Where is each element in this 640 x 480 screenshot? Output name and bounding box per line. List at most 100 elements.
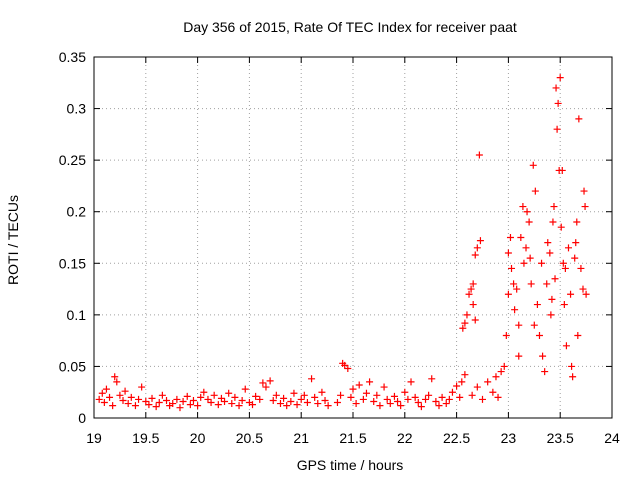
data-point bbox=[539, 352, 547, 360]
data-point bbox=[567, 290, 575, 298]
data-point bbox=[559, 259, 567, 267]
data-point bbox=[467, 285, 475, 293]
data-point bbox=[417, 403, 425, 411]
data-point bbox=[272, 391, 280, 399]
x-tick-label: 20 bbox=[190, 430, 206, 446]
data-point bbox=[113, 378, 121, 386]
data-point bbox=[131, 402, 139, 410]
x-tick-label: 22 bbox=[397, 430, 413, 446]
data-point bbox=[155, 399, 163, 407]
data-point bbox=[550, 203, 558, 211]
y-tick-label: 0.05 bbox=[59, 358, 86, 374]
data-point bbox=[422, 395, 430, 403]
data-point bbox=[189, 396, 197, 404]
data-point bbox=[473, 244, 481, 252]
data-point bbox=[376, 402, 384, 410]
data-point bbox=[179, 397, 187, 405]
y-axis-label: ROTI / TECUs bbox=[5, 195, 21, 285]
data-point bbox=[362, 389, 370, 397]
data-point bbox=[515, 321, 523, 329]
x-tick-label: 23.5 bbox=[547, 430, 574, 446]
data-point bbox=[401, 388, 409, 396]
data-point bbox=[259, 379, 267, 387]
data-point bbox=[217, 394, 225, 402]
data-point bbox=[579, 285, 587, 293]
data-point bbox=[535, 331, 543, 339]
data-point bbox=[519, 203, 527, 211]
data-point bbox=[533, 301, 541, 309]
data-point bbox=[461, 371, 469, 379]
y-tick-label: 0.15 bbox=[59, 255, 86, 271]
data-point bbox=[508, 264, 516, 272]
grid-lines bbox=[94, 57, 612, 418]
data-point bbox=[142, 397, 150, 405]
data-point bbox=[531, 187, 539, 195]
data-point bbox=[238, 396, 246, 404]
data-point bbox=[571, 254, 579, 262]
data-point bbox=[461, 319, 469, 327]
data-point bbox=[148, 394, 156, 402]
data-point bbox=[574, 331, 582, 339]
data-point bbox=[479, 395, 486, 403]
x-tick-label: 20.5 bbox=[236, 430, 263, 446]
chart-title: Day 356 of 2015, Rate Of TEC Index for r… bbox=[183, 19, 517, 35]
data-point bbox=[549, 218, 557, 226]
data-point bbox=[544, 239, 552, 247]
data-point bbox=[554, 99, 562, 107]
data-point bbox=[124, 400, 132, 408]
data-point bbox=[492, 373, 500, 381]
data-point bbox=[121, 387, 129, 395]
data-point bbox=[506, 234, 514, 241]
data-point bbox=[497, 368, 505, 376]
data-point bbox=[551, 275, 559, 283]
data-point bbox=[145, 401, 153, 409]
data-point bbox=[526, 254, 534, 262]
data-point bbox=[341, 361, 349, 369]
data-point bbox=[138, 383, 146, 391]
data-point bbox=[577, 264, 585, 272]
data-point bbox=[581, 203, 589, 211]
data-point bbox=[562, 342, 570, 350]
data-point bbox=[573, 218, 581, 226]
data-point bbox=[575, 115, 583, 123]
data-point bbox=[558, 166, 566, 174]
data-point bbox=[228, 400, 236, 408]
y-tick-label: 0.25 bbox=[59, 152, 86, 168]
data-point bbox=[337, 391, 345, 399]
data-point bbox=[225, 389, 233, 397]
x-tick-label: 24 bbox=[604, 430, 620, 446]
data-point bbox=[502, 331, 510, 339]
data-point bbox=[453, 382, 461, 390]
data-point bbox=[186, 401, 194, 409]
data-point bbox=[287, 397, 295, 405]
data-point bbox=[390, 392, 398, 400]
data-point bbox=[515, 352, 523, 360]
data-point bbox=[386, 400, 394, 408]
data-point bbox=[266, 377, 274, 385]
data-point bbox=[349, 385, 357, 393]
data-point bbox=[414, 399, 422, 407]
data-point bbox=[543, 280, 551, 288]
data-point bbox=[95, 395, 103, 403]
x-tick-label: 19.5 bbox=[132, 430, 159, 446]
data-point bbox=[359, 395, 367, 403]
data-point bbox=[475, 151, 483, 159]
x-tick-label: 21 bbox=[293, 430, 309, 446]
data-point bbox=[283, 402, 291, 410]
data-point bbox=[297, 395, 305, 403]
data-point bbox=[438, 393, 446, 401]
data-point bbox=[469, 301, 477, 309]
data-point bbox=[469, 280, 477, 288]
data-point bbox=[425, 391, 433, 399]
data-point bbox=[404, 395, 412, 403]
data-point bbox=[548, 295, 556, 303]
data-point bbox=[527, 280, 535, 288]
data-point bbox=[513, 285, 521, 293]
data-point bbox=[204, 395, 212, 403]
data-point bbox=[183, 392, 191, 400]
data-point bbox=[428, 375, 436, 383]
data-point bbox=[308, 375, 316, 383]
data-point bbox=[456, 393, 464, 401]
data-point bbox=[458, 378, 466, 386]
data-point bbox=[256, 395, 264, 403]
